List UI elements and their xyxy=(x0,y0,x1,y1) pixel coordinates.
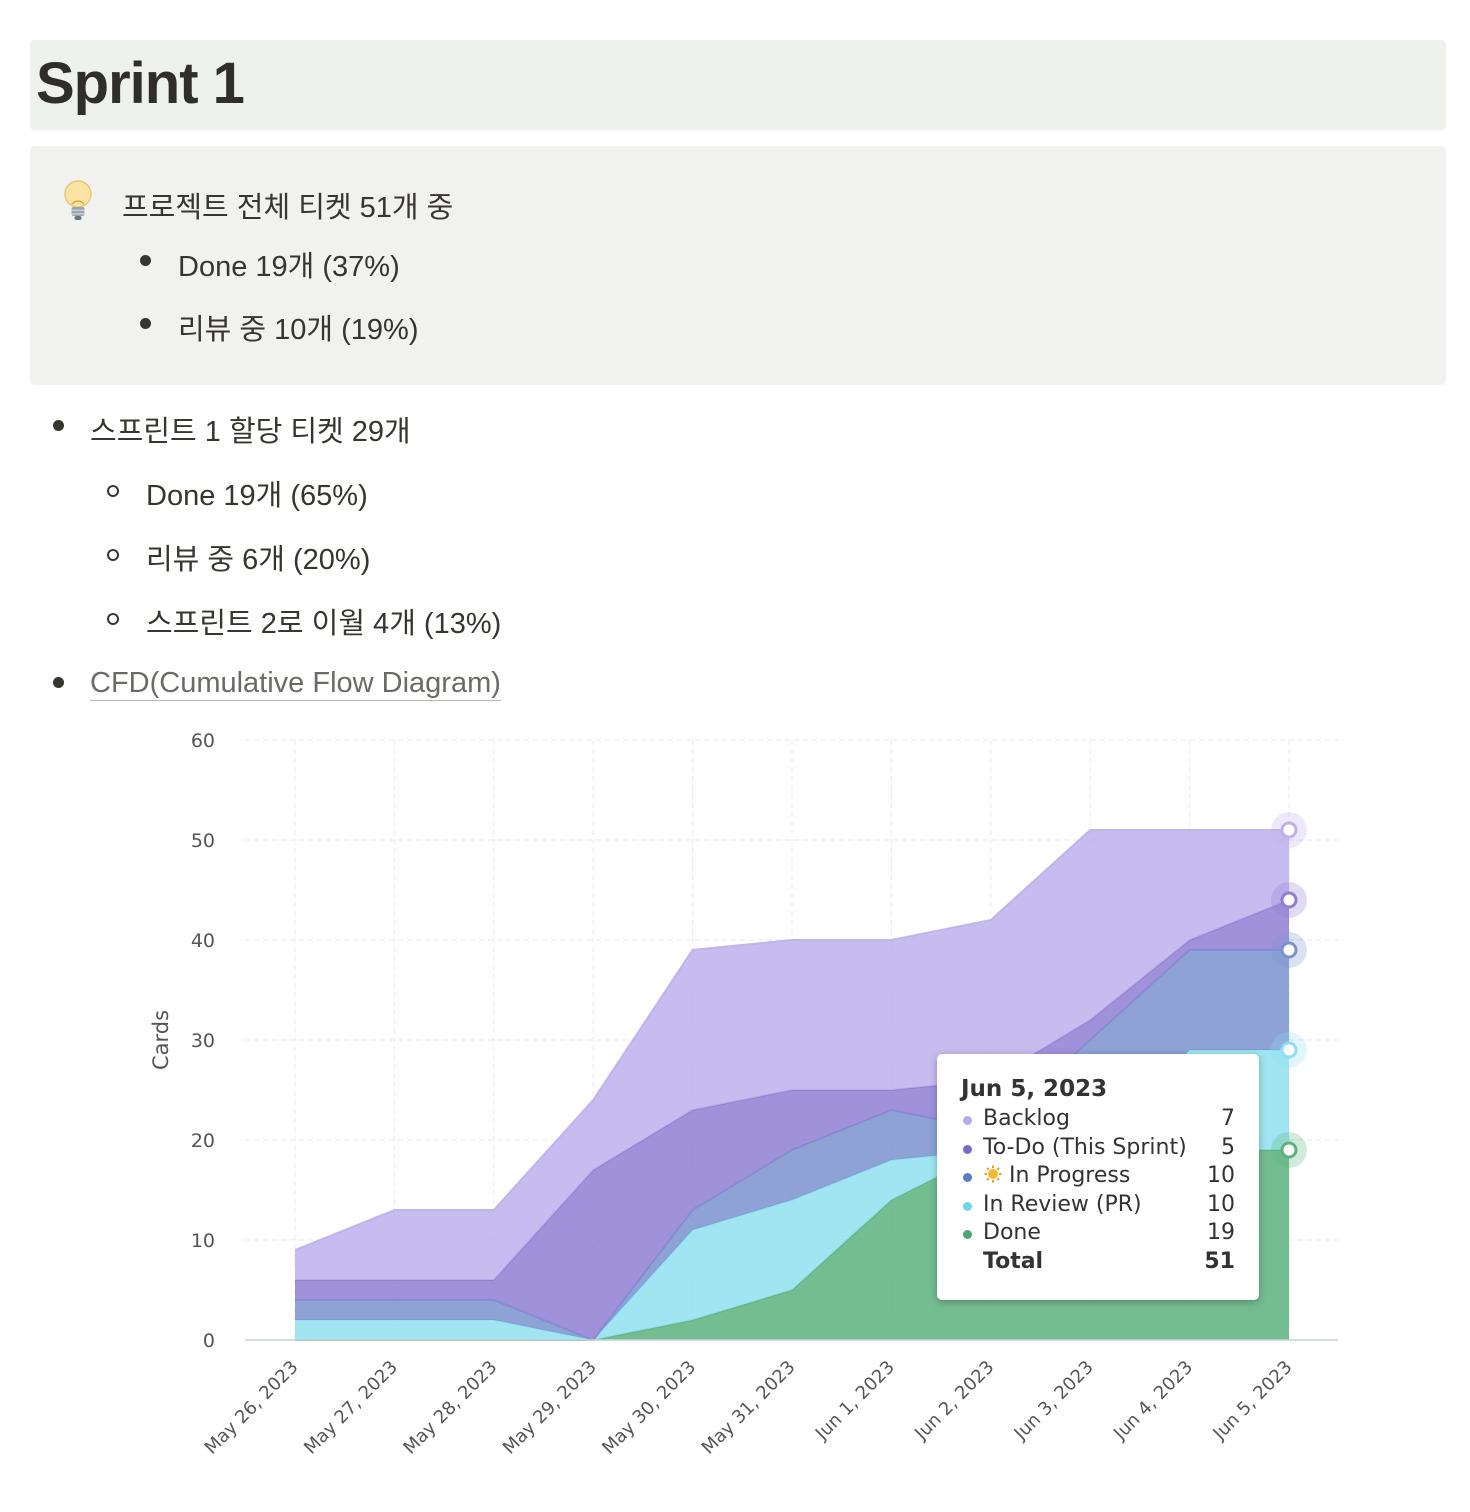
y-tick-label: 40 xyxy=(191,930,215,952)
legend-swatch xyxy=(963,1230,972,1239)
tooltip-series-name: Total xyxy=(983,1248,1044,1274)
sub-bullet-ring xyxy=(107,613,119,625)
tooltip-series-value: 7 xyxy=(1221,1106,1235,1131)
series-area xyxy=(295,830,1289,1280)
tooltip-total-row: Total 51 xyxy=(961,1249,1237,1277)
legend-swatch xyxy=(963,1116,972,1125)
x-tick-label: Jun 4, 2023 xyxy=(1109,1357,1197,1445)
tooltip-series-value: 19 xyxy=(1207,1220,1235,1245)
page-title: Sprint 1 xyxy=(36,51,245,116)
tooltip-series-value: 5 xyxy=(1221,1134,1235,1160)
y-tick-label: 10 xyxy=(191,1230,215,1252)
tooltip-series-name: In Progress xyxy=(983,1163,1130,1188)
sprint-done-item: Done 19개 (65%) xyxy=(146,480,368,512)
lightbulb-icon xyxy=(64,180,92,220)
hover-point xyxy=(1280,941,1298,959)
hover-point xyxy=(1280,1141,1298,1159)
tooltip-series-name: Done xyxy=(983,1220,1041,1245)
bullet-dot xyxy=(140,318,151,329)
tooltip-series-value: 10 xyxy=(1207,1191,1235,1217)
tooltip-row: Backlog 7 xyxy=(961,1106,1237,1134)
tooltip-row: Done 19 xyxy=(961,1220,1237,1248)
bullet-dot xyxy=(140,255,151,266)
series-line xyxy=(294,829,1289,1251)
tooltip-series-value: 10 xyxy=(1207,1163,1235,1188)
sprint-carryover-item: 스프린트 2로 이월 4개 (13%) xyxy=(146,608,502,640)
tooltip-row: In Review (PR) 10 xyxy=(961,1192,1237,1220)
y-tick-label: 50 xyxy=(191,830,215,852)
legend-swatch xyxy=(963,1144,972,1154)
x-tick-label: Jun 3, 2023 xyxy=(1010,1357,1098,1445)
x-tick-label: May 26, 2023 xyxy=(201,1357,303,1459)
hover-point xyxy=(1280,821,1298,839)
bullet-dot xyxy=(53,420,64,431)
legend-swatch xyxy=(963,1173,972,1182)
x-tick-label: Jun 1, 2023 xyxy=(811,1357,899,1445)
hover-point xyxy=(1280,1041,1298,1059)
x-tick-label: May 29, 2023 xyxy=(499,1357,601,1459)
chart-tooltip: Jun 5, 2023 Backlog 7 To-Do (This Sprint) 5… xyxy=(937,1054,1259,1300)
x-tick-label: May 28, 2023 xyxy=(399,1357,501,1459)
x-tick-label: May 27, 2023 xyxy=(300,1357,402,1459)
callout: 프로젝트 전체 티켓 51개 중 xyxy=(30,146,1446,385)
y-tick-label: 60 xyxy=(191,730,215,752)
x-tick-label: May 31, 2023 xyxy=(698,1357,800,1459)
series-area xyxy=(295,900,1289,1340)
tooltip-series-name: In Review (PR) xyxy=(983,1191,1142,1217)
tooltip-row: In Progress 10 xyxy=(961,1163,1237,1191)
y-tick-label: 0 xyxy=(203,1330,215,1352)
tooltip-series-name: To-Do (This Sprint) xyxy=(983,1134,1187,1160)
x-tick-label: May 30, 2023 xyxy=(598,1357,700,1459)
y-tick-label: 30 xyxy=(191,1030,215,1052)
tooltip-row: To-Do (This Sprint) 5 xyxy=(961,1135,1237,1163)
callout-item-review: 리뷰 중 10개 (19%) xyxy=(178,314,419,346)
legend-swatch xyxy=(963,1201,972,1211)
sub-bullet-ring xyxy=(107,549,119,561)
sub-bullet-ring xyxy=(107,485,119,497)
bullet-dot xyxy=(53,677,64,688)
tooltip-series-value: 51 xyxy=(1204,1248,1235,1274)
sprint-review-item: 리뷰 중 6개 (20%) xyxy=(146,544,371,576)
sun-icon xyxy=(984,1165,1002,1183)
callout-item-done: Done 19개 (37%) xyxy=(178,251,400,283)
callout-lead: 프로젝트 전체 티켓 51개 중 xyxy=(122,192,454,224)
tooltip-series-name: Backlog xyxy=(983,1106,1070,1131)
y-axis-title: Cards xyxy=(149,1010,173,1070)
cfd-link[interactable]: CFD(Cumulative Flow Diagram) xyxy=(90,667,501,701)
x-tick-label: Jun 5, 2023 xyxy=(1208,1357,1296,1445)
y-tick-label: 20 xyxy=(191,1130,215,1152)
hover-point xyxy=(1280,891,1298,909)
sprint-tickets-item: 스프린트 1 할당 티켓 29개 xyxy=(90,416,411,448)
x-tick-label: Jun 2, 2023 xyxy=(910,1357,998,1445)
tooltip-date: Jun 5, 2023 xyxy=(961,1076,1108,1102)
page-title-block: Sprint 1 xyxy=(30,40,1446,130)
